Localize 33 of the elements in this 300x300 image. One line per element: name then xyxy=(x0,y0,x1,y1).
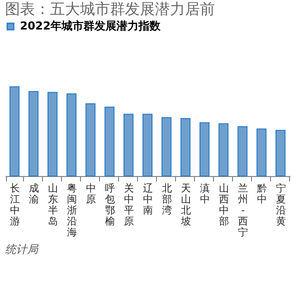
bar xyxy=(124,114,134,176)
x-tick-label: 山西中部 xyxy=(219,182,229,228)
bar xyxy=(28,90,38,176)
x-tick-label: 粤闽浙沿海 xyxy=(67,182,77,238)
bar xyxy=(66,93,76,176)
bar xyxy=(162,117,172,176)
bar xyxy=(238,126,248,176)
bar xyxy=(218,123,228,176)
bar xyxy=(142,114,152,176)
x-tick-label: 北部湾 xyxy=(162,182,172,216)
bar xyxy=(10,86,20,176)
bar xyxy=(86,103,96,176)
x-tick-label: 宁夏沿黄 xyxy=(276,182,286,228)
x-tick-label: 成渝 xyxy=(29,182,39,206)
x-tick-label: 呼包鄂榆 xyxy=(105,182,115,228)
bar xyxy=(276,130,286,176)
text: 统计局 xyxy=(5,243,39,256)
x-tick-label: 长江中游 xyxy=(10,182,20,228)
x-tick-label: 天山北坡 xyxy=(180,184,191,228)
x-tick-label: 关中平原 xyxy=(124,182,134,228)
bar xyxy=(104,106,114,176)
bar xyxy=(256,128,266,176)
bar xyxy=(200,122,210,176)
legend-label: 2022年城市群发展潜力指数 xyxy=(20,20,162,32)
x-tick-label: 山东半岛 xyxy=(48,182,58,228)
x-tick-label: 辽中南 xyxy=(143,182,153,216)
bar xyxy=(48,92,58,176)
x-tick-label: 中原 xyxy=(86,182,96,206)
x-tick-label: 黔中 xyxy=(256,182,267,206)
x-tick-label: 滇中 xyxy=(200,182,210,206)
chart-title: 图表：五大城市群发展潜力居前 xyxy=(5,0,215,18)
x-tick-label: 兰州-西宁 xyxy=(238,182,248,238)
bar xyxy=(180,118,190,176)
